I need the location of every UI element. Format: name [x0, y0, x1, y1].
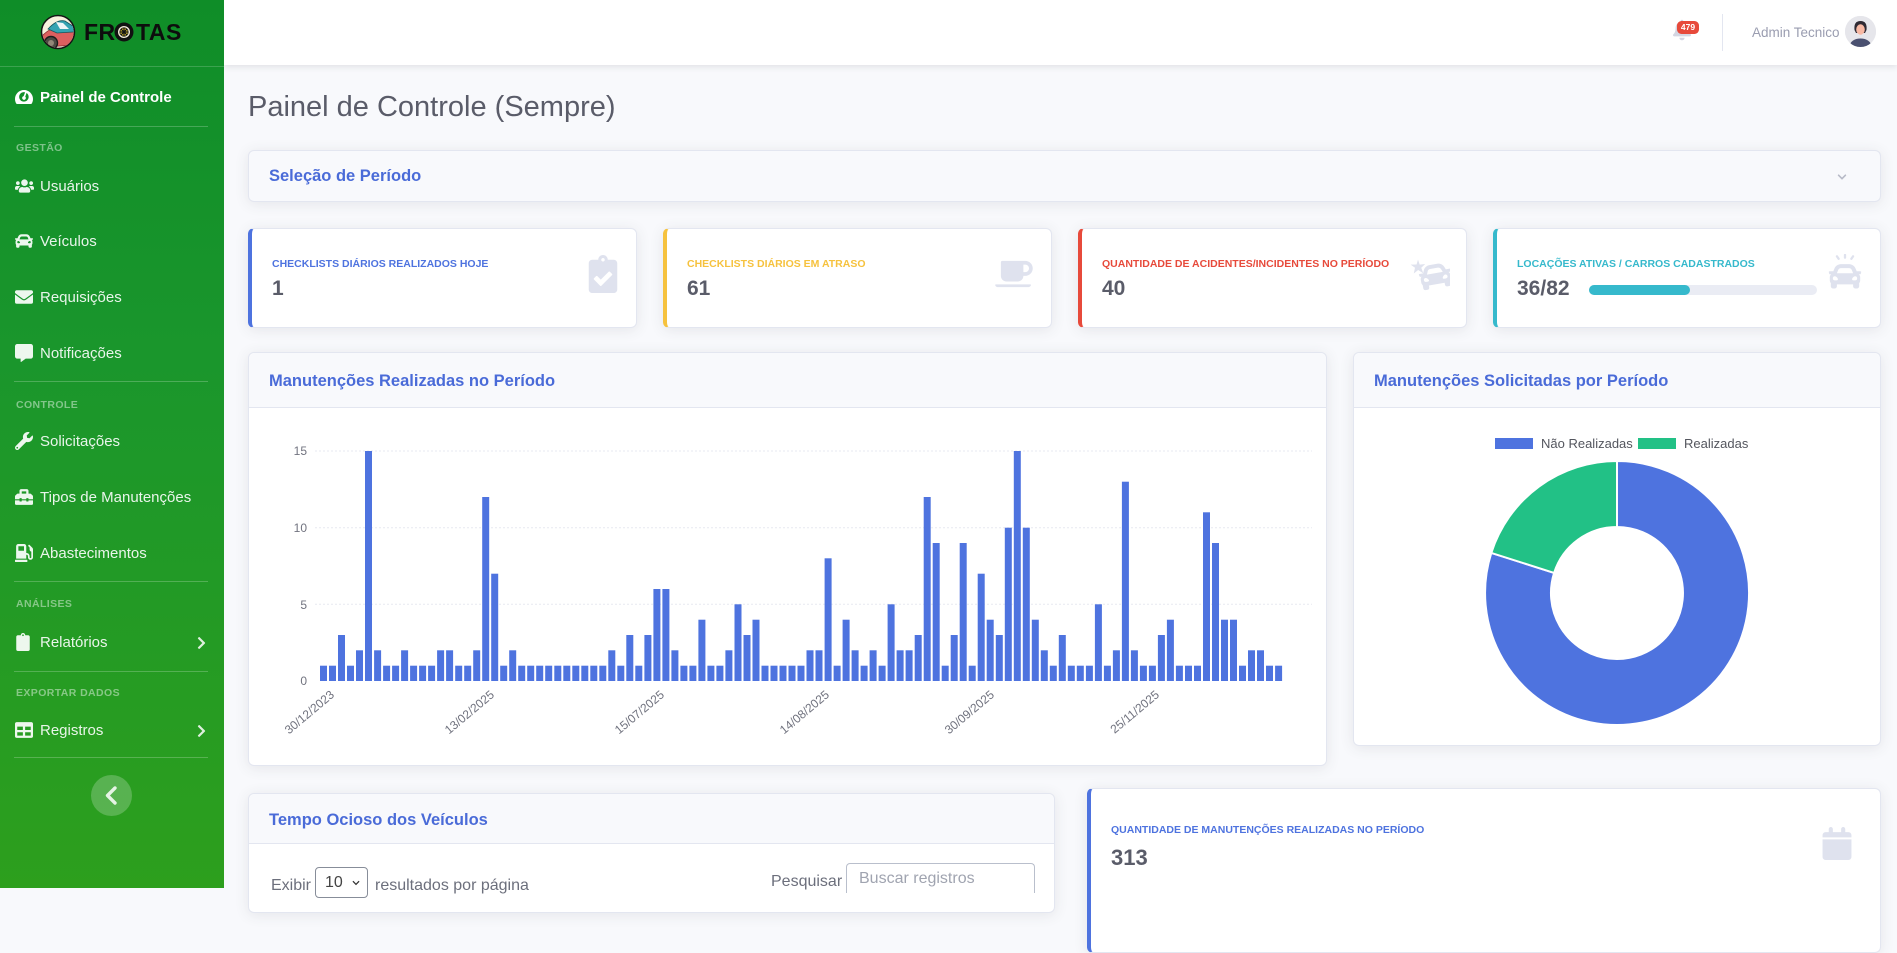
svg-text:14/08/2025: 14/08/2025 — [777, 687, 832, 737]
svg-text:TAS: TAS — [136, 19, 182, 45]
svg-text:30/12/2023: 30/12/2023 — [282, 687, 337, 737]
svg-text:15: 15 — [294, 444, 308, 458]
svg-text:0: 0 — [300, 674, 307, 688]
svg-text:13/02/2025: 13/02/2025 — [442, 687, 497, 737]
svg-text:30/09/2025: 30/09/2025 — [942, 687, 997, 737]
svg-text:10: 10 — [294, 521, 308, 535]
svg-text:FR: FR — [84, 19, 116, 45]
svg-text:5: 5 — [300, 598, 307, 612]
svg-text:25/11/2025: 25/11/2025 — [1108, 687, 1163, 736]
svg-text:15/07/2025: 15/07/2025 — [612, 687, 667, 737]
